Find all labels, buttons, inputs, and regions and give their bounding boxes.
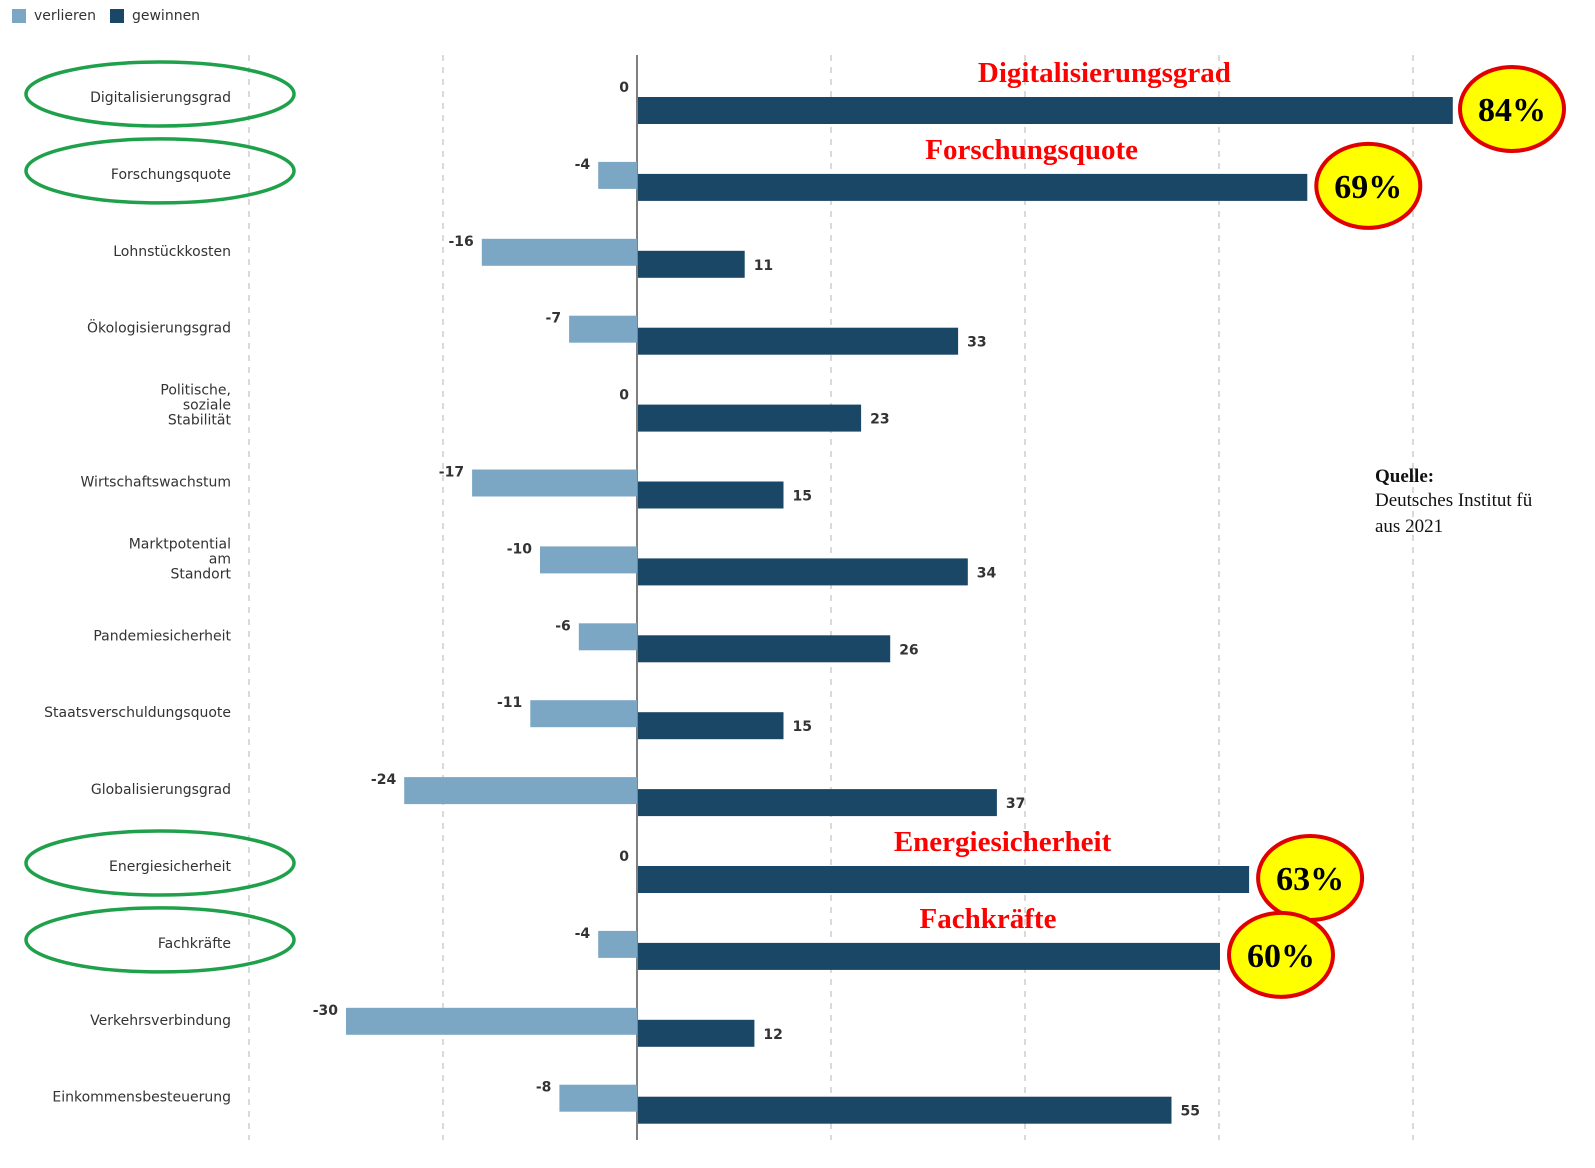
highlight-badge-label: 84% <box>1478 92 1546 129</box>
category-label: Wirtschaftswachstum <box>81 475 231 491</box>
highlight-badge <box>1227 910 1335 999</box>
highlight-title: Energiesicherheit <box>894 826 1112 858</box>
bar-losers <box>598 930 637 958</box>
legend: verlieren gewinnen <box>12 8 214 24</box>
bar-losers <box>346 1007 637 1035</box>
category-label: Staatsverschuldungsquote <box>44 705 231 721</box>
category-labels: Digitalisierungsgrad Forschungsquote Lohns… <box>44 90 231 1106</box>
category-label: Marktpotential am Standort <box>129 536 232 582</box>
legend-label-winners: gewinnen <box>131 8 201 24</box>
value-label-winners: 11 <box>754 258 773 274</box>
value-label-winners: 33 <box>967 335 986 351</box>
highlight-title: Fachkräfte <box>920 903 1057 935</box>
value-label-winners: 26 <box>899 642 918 658</box>
value-label-losers: 0 <box>619 849 629 865</box>
bar-winners <box>638 866 1250 893</box>
value-label-losers: -10 <box>507 541 533 557</box>
highlight-ellipse <box>24 60 296 128</box>
value-label-winners: 15 <box>793 719 812 735</box>
category-label: Verkehrsverbindung <box>90 1013 231 1029</box>
legend-swatch-winners <box>109 9 124 23</box>
bar-losers <box>540 546 637 574</box>
value-label-losers: -7 <box>546 311 562 327</box>
grid-lines <box>248 55 1414 1140</box>
highlight-badge-label: 69% <box>1334 169 1402 206</box>
highlight-ellipse <box>24 137 296 205</box>
highlight-annotations: Digitalisierungsgrad 84% Forschungsquote 69… <box>24 57 1566 999</box>
value-label-winners: 23 <box>870 412 889 428</box>
bar-losers <box>472 469 637 497</box>
value-label-losers: -11 <box>497 695 522 711</box>
bar-losers <box>559 1084 637 1112</box>
value-label-winners: 34 <box>977 565 997 581</box>
value-label-winners: 12 <box>763 1027 782 1043</box>
bars <box>346 97 1453 1124</box>
value-label-losers: -24 <box>371 772 397 788</box>
value-label-winners: 55 <box>1181 1104 1200 1120</box>
bar-losers <box>569 315 637 343</box>
value-label-losers: -30 <box>313 1003 339 1019</box>
value-label-losers: -4 <box>575 157 591 173</box>
highlight-ellipse <box>24 906 296 974</box>
category-label: Energiesicherheit <box>109 859 231 875</box>
bar-winners <box>638 250 745 278</box>
bar-winners <box>638 1019 755 1047</box>
bar-losers <box>578 623 637 651</box>
bar-winners <box>638 1096 1172 1124</box>
bar-winners <box>638 942 1220 970</box>
bar-losers <box>530 700 637 728</box>
value-label-losers: -17 <box>439 465 464 481</box>
category-label: Fachkräfte <box>158 936 231 952</box>
bar-winners <box>638 327 959 355</box>
highlight-badge <box>1314 141 1423 230</box>
value-label-winners: 15 <box>793 489 812 505</box>
legend-item-winners: gewinnen <box>109 8 201 24</box>
category-label: Einkommensbesteuerung <box>52 1090 231 1106</box>
bar-winners <box>638 404 862 432</box>
value-label-losers: 0 <box>619 388 629 404</box>
category-label: Lohnstückkosten <box>113 244 231 260</box>
category-label: Digitalisierungsgrad <box>90 90 231 106</box>
source-note: Quelle: Deutsches Institut fü aus 2021 <box>1375 466 1595 540</box>
highlight-title: Digitalisierungsgrad <box>978 57 1231 89</box>
legend-swatch-losers <box>12 9 26 23</box>
highlight-badge <box>1458 65 1566 153</box>
bar-losers <box>404 777 637 805</box>
category-label: Ökologisierungsgrad <box>87 319 231 337</box>
bar-winners <box>638 481 784 509</box>
bar-winners <box>638 173 1308 201</box>
category-label: Forschungsquote <box>111 167 231 183</box>
source-line-1: Deutsches Institut fü <box>1375 490 1533 511</box>
bar-winners <box>638 712 784 740</box>
bar-winners <box>638 789 997 817</box>
bar-winners <box>638 558 968 586</box>
highlight-title: Forschungsquote <box>925 134 1138 166</box>
category-label: Politische, soziale Stabilität <box>160 383 231 429</box>
value-label-losers: -16 <box>449 234 474 250</box>
category-label: Pandemiesicherheit <box>93 628 231 644</box>
bar-winners <box>638 97 1453 124</box>
value-labels: 0 -4 -16 11 -7 33 0 23 -17 15 -10 34 -6 26 -11 15 -24 37 0… <box>313 80 1200 1120</box>
value-label-losers: -4 <box>575 926 591 942</box>
bar-losers <box>598 161 637 189</box>
source-line-2: aus 2021 <box>1375 516 1444 537</box>
category-label: Globalisierungsgrad <box>91 782 231 798</box>
highlight-badge-label: 63% <box>1276 861 1344 898</box>
value-label-losers: -6 <box>555 618 571 634</box>
value-label-winners: 37 <box>1006 796 1025 812</box>
value-label-losers: 0 <box>619 80 629 96</box>
source-title: Quelle: <box>1375 466 1435 487</box>
highlight-badge-label: 60% <box>1247 938 1315 975</box>
bar-losers <box>481 238 637 266</box>
highlight-ellipse <box>24 829 296 897</box>
value-label-losers: -8 <box>536 1080 552 1096</box>
legend-label-losers: verlieren <box>34 8 96 24</box>
bar-winners <box>638 635 891 663</box>
legend-item-losers: verlieren <box>12 8 96 24</box>
